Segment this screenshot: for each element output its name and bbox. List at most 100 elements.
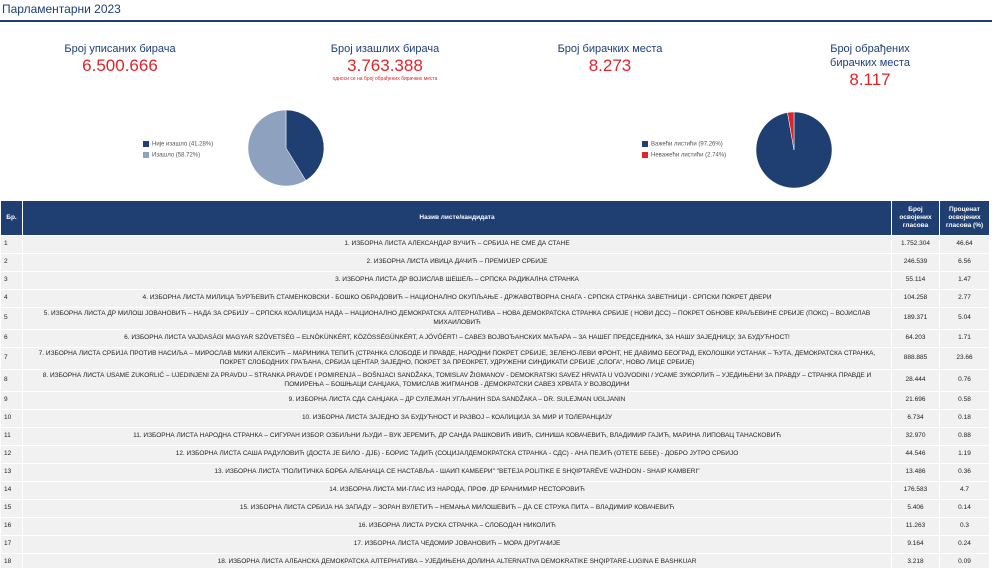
stat-label: Број обрађених бирачких места	[830, 43, 910, 69]
legend-label: Важећи листићи (97.26%)	[651, 142, 723, 148]
table-row: 9 9. ИЗБОРНА ЛИСТА СДА САНЏАКА – ДР СУЛЕЈ…	[0, 391, 990, 410]
table-row: 14 14. ИЗБОРНА ЛИСТА МИ-ГЛАС ИЗ НАРОДА, П…	[0, 481, 990, 500]
table-cell: 10	[0, 409, 23, 428]
table-cell: 55.114	[891, 271, 940, 290]
table-cell: 9. ИЗБОРНА ЛИСТА СДА САНЏАКА – ДР СУЛЕЈМ…	[22, 391, 892, 410]
table-cell: 13. ИЗБОРНА ЛИСТА "ПОЛИТИЧКА БОРБА АЛБАН…	[22, 463, 892, 482]
table-row: 1 1. ИЗБОРНА ЛИСТА АЛЕКСАНДАР ВУЧИЋ – СРБ…	[0, 235, 990, 254]
table-cell: 17. ИЗБОРНА ЛИСТА ЧЕДОМИР ЈОВАНОВИЋ – МО…	[22, 535, 892, 554]
table-cell: 5	[0, 307, 23, 330]
stat-label: Број бирачких места	[557, 43, 663, 55]
stat-value: 8.273	[588, 56, 632, 75]
legend-label: Изашло (58.72%)	[152, 153, 200, 159]
table-row: 10 10. ИЗБОРНА ЛИСТА ЗАЈЕДНО ЗА БУДУЋНОСТ…	[0, 409, 990, 428]
legend-label: Неважећи листићи (2.74%)	[651, 153, 726, 159]
legend-swatch	[143, 152, 149, 158]
table-cell: 3.218	[891, 553, 940, 568]
column-header: Број освојених гласова	[891, 200, 940, 236]
table-cell: 4.7	[939, 481, 990, 500]
table-cell: 1	[0, 235, 23, 254]
table-cell: 6.734	[891, 409, 940, 428]
table-cell: 1.19	[939, 445, 990, 464]
table-cell: 64.203	[891, 329, 940, 348]
table-cell: 2.77	[939, 289, 990, 308]
results-table: Бр. Назив листе/кандидата Број освојених г…	[0, 200, 990, 568]
table-cell: 32.970	[891, 427, 940, 446]
table-cell: 18. ИЗБОРНА ЛИСТА АЛБАНСКА ДЕМОКРАТСКА А…	[22, 553, 892, 568]
table-cell: 44.546	[891, 445, 940, 464]
table-cell: 1. ИЗБОРНА ЛИСТА АЛЕКСАНДАР ВУЧИЋ – СРБИ…	[22, 235, 892, 254]
table-cell: 5.406	[891, 499, 940, 518]
legend-swatch	[143, 141, 149, 147]
page-title: Парламентарни 2023	[2, 2, 121, 16]
table-row: 15 15. ИЗБОРНА ЛИСТА СРБИЈА НА ЗАПАДУ – З…	[0, 499, 990, 518]
table-cell: 46.64	[939, 235, 990, 254]
legend-swatch	[642, 152, 648, 158]
table-row: 18 18. ИЗБОРНА ЛИСТА АЛБАНСКА ДЕМОКРАТСКА…	[0, 553, 990, 568]
table-cell: 13	[0, 463, 23, 482]
table-row: 16 16. ИЗБОРНА ЛИСТА РУСКА СТРАНКА – СЛОБ…	[0, 517, 990, 536]
pie-slice	[787, 111, 795, 151]
stat-value: 8.117	[849, 70, 891, 89]
table-cell: 23.66	[939, 347, 990, 370]
table-cell: 14	[0, 481, 23, 500]
table-cell: 7. ИЗБОРНА ЛИСТА СРБИЈА ПРОТИВ НАСИЉА – …	[22, 347, 892, 370]
column-header: Назив листе/кандидата	[22, 200, 892, 236]
table-row: 3 3. ИЗБОРНА ЛИСТА ДР ВОЈИСЛАВ ШЕШЕЉ – СР…	[0, 271, 990, 290]
table-cell: 189.371	[891, 307, 940, 330]
stat: Број уписаних бирача 6.500.666	[20, 42, 220, 76]
table-cell: 0.36	[939, 463, 990, 482]
table-cell: 8	[0, 369, 23, 392]
table-row: 7 7. ИЗБОРНА ЛИСТА СРБИЈА ПРОТИВ НАСИЉА –…	[0, 347, 990, 370]
stat-label: Број изашлих бирача	[330, 43, 440, 55]
table-cell: 5.04	[939, 307, 990, 330]
table-cell: 11	[0, 427, 23, 446]
table-cell: 5. ИЗБОРНА ЛИСТА ДР МИЛОШ ЈОВАНОВИЋ – НА…	[22, 307, 892, 330]
header-row: Бр. Назив листе/кандидата Број освојених г…	[0, 200, 990, 236]
stat: Број изашлих бирача 3.763.388 односи се на…	[285, 42, 485, 82]
table-cell: 1.47	[939, 271, 990, 290]
title-rule	[0, 20, 992, 22]
table-cell: 28.444	[891, 369, 940, 392]
table-row: 5 5. ИЗБОРНА ЛИСТА ДР МИЛОШ ЈОВАНОВИЋ – Н…	[0, 307, 990, 330]
table-cell: 12. ИЗБОРНА ЛИСТА САША РАДУЛОВИЋ (ДОСТА …	[22, 445, 892, 464]
legend-label: Није изашло (41.28%)	[152, 142, 213, 148]
table-cell: 18	[0, 553, 23, 568]
pie-slice	[285, 109, 325, 181]
table-row: 6 6. ИЗБОРНА ЛИСТА VAJDASÁGI MAGYAR SZÖVE…	[0, 329, 990, 348]
table-cell: 2	[0, 253, 23, 272]
column-header: Бр.	[0, 200, 23, 236]
table-cell: 15. ИЗБОРНА ЛИСТА СРБИЈА НА ЗАПАДУ – ЗОР…	[22, 499, 892, 518]
table-cell: 176.583	[891, 481, 940, 500]
table-cell: 0.3	[939, 517, 990, 536]
table-cell: 9.164	[891, 535, 940, 554]
table-cell: 7	[0, 347, 23, 370]
table-cell: 17	[0, 535, 23, 554]
table-cell: 3	[0, 271, 23, 290]
table-cell: 8. ИЗБОРНА ЛИСТА USAME ZUKORLIĆ – UJEDIN…	[22, 369, 892, 392]
table-cell: 0.88	[939, 427, 990, 446]
legend-swatch	[642, 141, 648, 147]
table-cell: 15	[0, 499, 23, 518]
table-cell: 4. ИЗБОРНА ЛИСТА МИЛИЦА ЂУРЂЕВИЋ СТАМЕНК…	[22, 289, 892, 308]
table-row: 4 4. ИЗБОРНА ЛИСТА МИЛИЦА ЂУРЂЕВИЋ СТАМЕН…	[0, 289, 990, 308]
table-cell: 888.885	[891, 347, 940, 370]
table-cell: 16	[0, 517, 23, 536]
table-cell: 2. ИЗБОРНА ЛИСТА ИВИЦА ДАЧИЋ – ПРЕМИЈЕР …	[22, 253, 892, 272]
table-cell: 10. ИЗБОРНА ЛИСТА ЗАЈЕДНО ЗА БУДУЋНОСТ И…	[22, 409, 892, 428]
column-header: Проценат освојених гласова (%)	[939, 200, 990, 236]
table-cell: 0.24	[939, 535, 990, 554]
table-cell: 11.263	[891, 517, 940, 536]
table-cell: 3. ИЗБОРНА ЛИСТА ДР ВОЈИСЛАВ ШЕШЕЉ – СРП…	[22, 271, 892, 290]
table-cell: 1.71	[939, 329, 990, 348]
pie-charts: Није изашло (41.28%) Изашло (58.72%) Важећ…	[143, 109, 833, 189]
table-row: 2 2. ИЗБОРНА ЛИСТА ИВИЦА ДАЧИЋ – ПРЕМИЈЕР…	[0, 253, 990, 272]
table-cell: 0.18	[939, 409, 990, 428]
table-body: 1 1. ИЗБОРНА ЛИСТА АЛЕКСАНДАР ВУЧИЋ – СРБ…	[0, 235, 990, 568]
table-cell: 6	[0, 329, 23, 348]
table-cell: 16. ИЗБОРНА ЛИСТА РУСКА СТРАНКА – СЛОБОД…	[22, 517, 892, 536]
table-cell: 6.56	[939, 253, 990, 272]
table-row: 17 17. ИЗБОРНА ЛИСТА ЧЕДОМИР ЈОВАНОВИЋ – …	[0, 535, 990, 554]
table-cell: 14. ИЗБОРНА ЛИСТА МИ-ГЛАС ИЗ НАРОДА, ПРО…	[22, 481, 892, 500]
table-cell: 104.258	[891, 289, 940, 308]
